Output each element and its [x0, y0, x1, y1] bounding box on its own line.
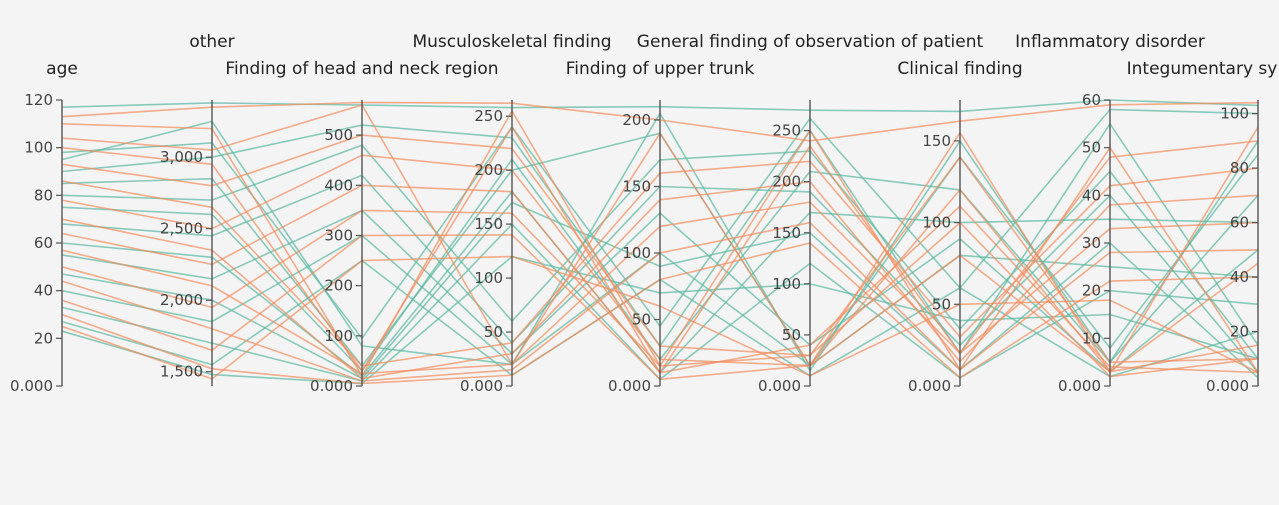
tick-label-musculoskeletal-3: 150 — [474, 215, 503, 233]
tick-label-other-2: 2,500 — [160, 220, 203, 238]
axis-title-upper_trunk[interactable]: Finding of upper trunk — [566, 59, 755, 79]
tick-label-age-3: 60 — [34, 234, 53, 252]
axis-musculoskeletal: 0.000 50 100 150 200 250 Musculoskeletal findi… — [412, 32, 611, 395]
tick-label-inflammatory-2: 20 — [1082, 282, 1101, 300]
tick-label-inflammatory-4: 40 — [1082, 186, 1101, 204]
axis-upper_trunk: 0.000 50 100 150 200 Finding of upper trunk — [566, 59, 755, 395]
tick-label-upper_trunk-4: 200 — [622, 111, 651, 129]
axis-head_neck: 0.000 100 200 300 400 500 Finding of head and … — [225, 59, 498, 395]
tick-label-upper_trunk-3: 150 — [622, 177, 651, 195]
tick-label-age-1: 20 — [34, 329, 53, 347]
tick-label-age-5: 100 — [24, 139, 53, 157]
tick-label-age-0: 0.000 — [10, 377, 53, 395]
axis-title-clinical[interactable]: Clinical finding — [897, 59, 1022, 79]
tick-label-other-3: 3,000 — [160, 148, 203, 166]
tick-label-musculoskeletal-1: 50 — [484, 323, 503, 341]
tick-label-integumentary-5: 100 — [1220, 105, 1249, 123]
tick-label-age-4: 80 — [34, 186, 53, 204]
tick-label-general_observation-0: 0.000 — [758, 377, 801, 395]
tick-label-general_observation-3: 150 — [772, 224, 801, 242]
axis-clinical: 0.000 50 100 150 Clinical finding — [897, 59, 1022, 395]
tick-label-integumentary-2: 40 — [1230, 268, 1249, 286]
axis-title-general_observation[interactable]: General finding of observation of patien… — [637, 32, 984, 52]
axes-layer: 0.000 20 40 60 80 100 120 age 1,500 2,000 2,500 3,0… — [10, 32, 1277, 395]
axis-inflammatory: 0.000 10 20 30 40 50 60 Inflammatory disorder — [1015, 32, 1205, 395]
tick-label-inflammatory-0: 0.000 — [1058, 377, 1101, 395]
tick-label-integumentary-4: 80 — [1230, 159, 1249, 177]
tick-label-other-1: 2,000 — [160, 291, 203, 309]
axis-general_observation: 0.000 50 100 150 200 250 General finding of ob… — [637, 32, 984, 395]
tick-label-clinical-1: 50 — [932, 295, 951, 313]
tick-label-head_neck-1: 100 — [324, 327, 353, 345]
axis-other: 1,500 2,000 2,500 3,000 other — [160, 32, 235, 386]
tick-label-inflammatory-3: 30 — [1082, 234, 1101, 252]
tick-label-general_observation-4: 200 — [772, 173, 801, 191]
axis-title-musculoskeletal[interactable]: Musculoskeletal finding — [412, 32, 611, 52]
axis-title-head_neck[interactable]: Finding of head and neck region — [225, 59, 498, 79]
tick-label-general_observation-5: 250 — [772, 122, 801, 140]
tick-label-general_observation-2: 100 — [772, 275, 801, 293]
tick-label-head_neck-2: 200 — [324, 277, 353, 295]
axis-title-integumentary[interactable]: Integumentary sy — [1127, 59, 1278, 79]
tick-label-age-6: 120 — [24, 91, 53, 109]
tick-label-clinical-3: 150 — [922, 132, 951, 150]
tick-label-head_neck-0: 0.000 — [310, 377, 353, 395]
axis-age: 0.000 20 40 60 80 100 120 age — [10, 59, 78, 395]
tick-label-upper_trunk-2: 100 — [622, 244, 651, 262]
tick-label-inflammatory-1: 10 — [1082, 329, 1101, 347]
tick-label-inflammatory-5: 50 — [1082, 139, 1101, 157]
tick-label-head_neck-5: 500 — [324, 126, 353, 144]
tick-label-inflammatory-6: 60 — [1082, 91, 1101, 109]
tick-label-other-0: 1,500 — [160, 363, 203, 381]
tick-label-clinical-0: 0.000 — [908, 377, 951, 395]
axis-integumentary: 0.000 20 40 60 80 100 Integumentary sy — [1127, 59, 1278, 395]
tick-label-musculoskeletal-4: 200 — [474, 161, 503, 179]
tick-label-general_observation-1: 50 — [782, 326, 801, 344]
tick-label-integumentary-0: 0.000 — [1206, 377, 1249, 395]
axis-title-other[interactable]: other — [189, 32, 234, 52]
tick-label-head_neck-3: 300 — [324, 226, 353, 244]
tick-label-head_neck-4: 400 — [324, 176, 353, 194]
axis-title-age[interactable]: age — [46, 59, 78, 79]
tick-label-upper_trunk-0: 0.000 — [608, 377, 651, 395]
axis-title-inflammatory[interactable]: Inflammatory disorder — [1015, 32, 1205, 52]
tick-label-upper_trunk-1: 50 — [632, 310, 651, 328]
tick-label-clinical-2: 100 — [922, 214, 951, 232]
tick-label-musculoskeletal-5: 250 — [474, 107, 503, 125]
tick-label-integumentary-1: 20 — [1230, 323, 1249, 341]
tick-label-musculoskeletal-2: 100 — [474, 269, 503, 287]
tick-label-musculoskeletal-0: 0.000 — [460, 377, 503, 395]
tick-label-integumentary-3: 60 — [1230, 214, 1249, 232]
tick-label-age-2: 40 — [34, 282, 53, 300]
